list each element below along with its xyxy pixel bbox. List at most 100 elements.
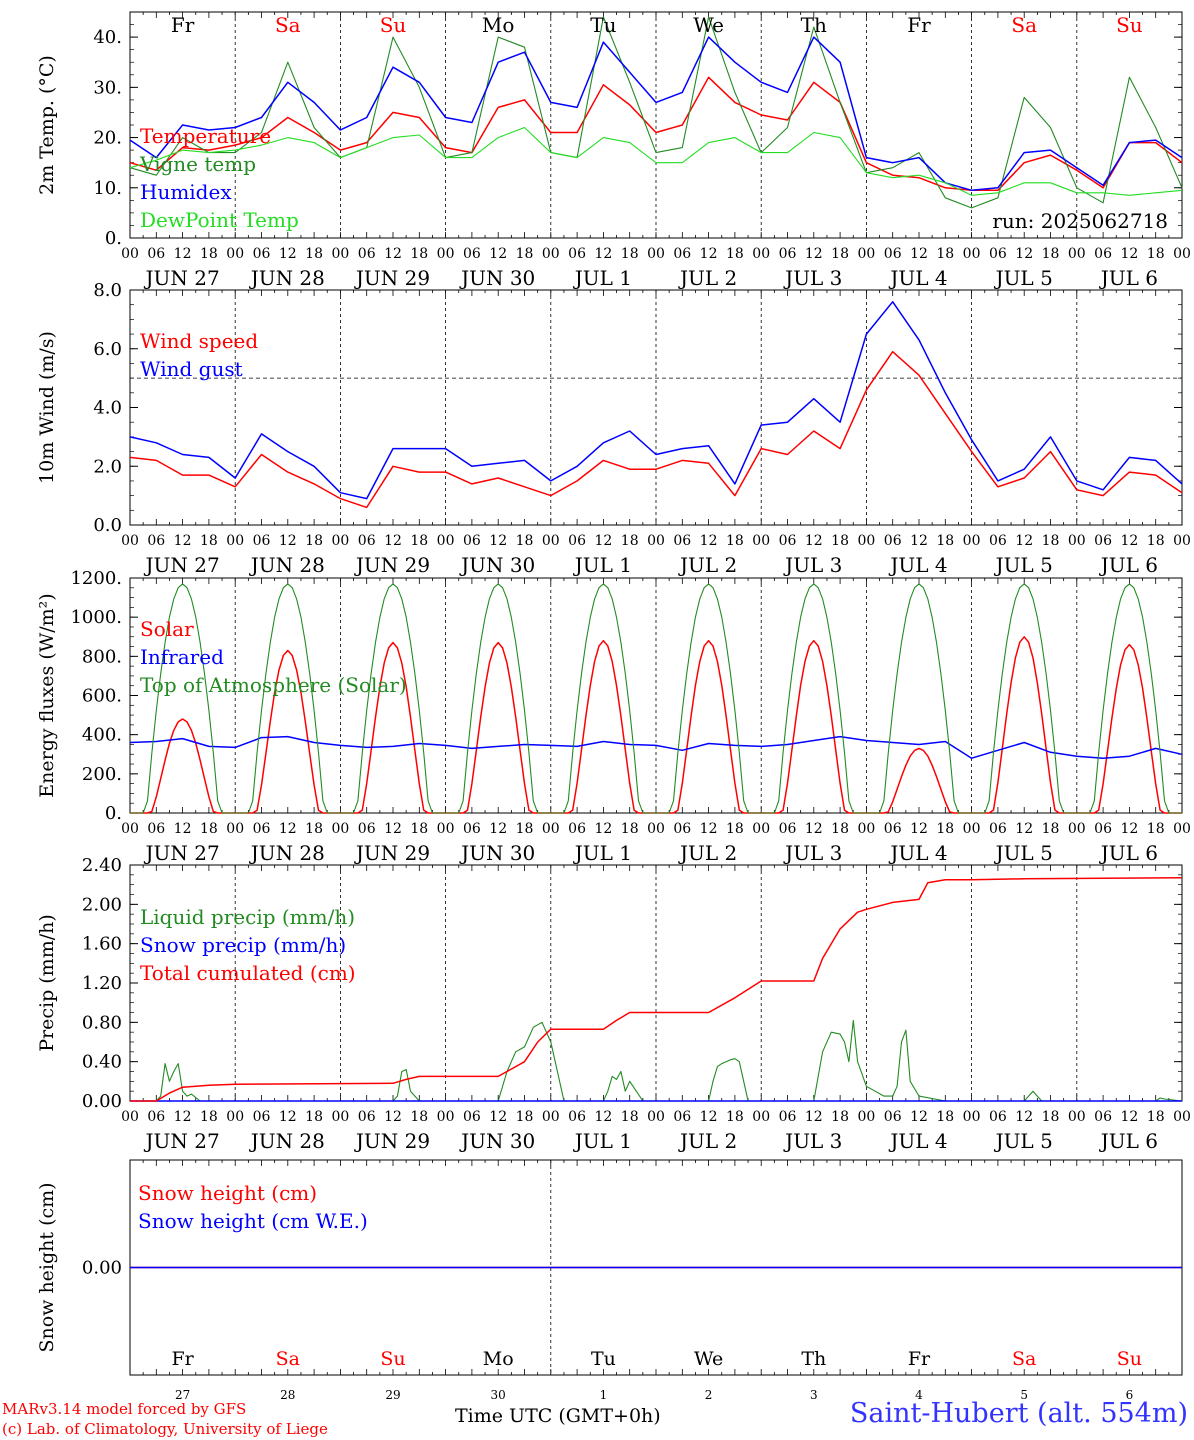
hour-tick-label: 06 <box>673 533 691 549</box>
hour-tick-label: 12 <box>700 533 718 549</box>
hour-tick-label: 00 <box>647 533 665 549</box>
hour-tick-label: 00 <box>963 1109 981 1125</box>
hour-tick-label: 06 <box>989 821 1007 837</box>
legend-entry: Solar <box>140 617 194 641</box>
series-line <box>130 583 1182 814</box>
hour-tick-label: 18 <box>1042 821 1060 837</box>
hour-tick-label: 00 <box>647 246 665 262</box>
hour-tick-label: 18 <box>305 1109 323 1125</box>
panel-5: 0.00 Snow height (cm) Snow height (cm) Snow… <box>36 1159 1183 1400</box>
y-axis-title: Snow height (cm) <box>36 1182 58 1352</box>
hour-tick-label: 00 <box>1173 246 1191 262</box>
day-name: Su <box>1117 1348 1142 1370</box>
legend-entry: Vigne temp <box>139 152 256 176</box>
model-credit-line: MARv3.14 model forced by GFS <box>2 1400 247 1418</box>
hour-tick-label: 00 <box>121 1109 139 1125</box>
day-number: 2 <box>705 1388 713 1400</box>
hour-tick-label: 06 <box>147 1109 165 1125</box>
hour-tick-label: 00 <box>963 533 981 549</box>
hour-tick-label: 18 <box>831 533 849 549</box>
hour-tick-label: 18 <box>410 1109 428 1125</box>
series-line <box>129 735 1183 759</box>
hour-tick-label: 00 <box>437 246 455 262</box>
day-name: Su <box>1116 13 1143 37</box>
date-label: JUL 5 <box>994 1129 1053 1153</box>
series-line <box>129 126 1183 196</box>
day-name: Th <box>801 13 827 37</box>
legend-entry: Top of Atmosphere (Solar) <box>140 673 407 697</box>
day-name: Sa <box>275 13 301 37</box>
hour-tick-label: 00 <box>121 533 139 549</box>
day-name: Tu <box>590 13 616 37</box>
hour-tick-label: 00 <box>542 246 560 262</box>
hour-tick-label: 12 <box>1015 1109 1033 1125</box>
hour-tick-label: 12 <box>174 246 192 262</box>
hour-tick-label: 06 <box>147 533 165 549</box>
hour-tick-label: 00 <box>857 533 875 549</box>
day-name: Tu <box>591 1348 616 1370</box>
panel-2: 0.0 2.0 4.0 6.0 8.0 10m Wind (m/s) Wind speed W… <box>36 280 1191 577</box>
date-label: JUL 2 <box>678 1129 737 1153</box>
date-label: JUL 3 <box>783 553 842 577</box>
y-axis-title: 2m Temp. (°C) <box>36 55 58 195</box>
date-label: JUN 29 <box>354 841 430 865</box>
hour-tick-label: 00 <box>542 1109 560 1125</box>
y-tick-label: 4.0 <box>93 398 122 419</box>
hour-tick-label: 00 <box>1173 1109 1191 1125</box>
date-label: JUN 30 <box>459 841 535 865</box>
date-label: JUL 6 <box>1099 1129 1158 1153</box>
hour-tick-label: 00 <box>226 1109 244 1125</box>
y-tick-label: 1200. <box>70 568 122 589</box>
hour-tick-label: 00 <box>542 533 560 549</box>
hour-tick-label: 06 <box>989 533 1007 549</box>
hour-tick-label: 12 <box>910 821 928 837</box>
hour-tick-label: 00 <box>226 533 244 549</box>
day-name: Sa <box>276 1348 300 1370</box>
day-name: Sa <box>1011 13 1037 37</box>
y-tick-label: 2.00 <box>82 894 122 915</box>
hour-tick-label: 12 <box>279 1109 297 1125</box>
hour-tick-label: 12 <box>1120 1109 1138 1125</box>
hour-tick-label: 06 <box>1094 1109 1112 1125</box>
hour-tick-label: 12 <box>1120 533 1138 549</box>
date-label: JUL 6 <box>1099 266 1158 290</box>
y-tick-label: 2.40 <box>82 855 122 876</box>
hour-tick-label: 06 <box>463 246 481 262</box>
hour-tick-label: 06 <box>884 821 902 837</box>
y-tick-label: 1.60 <box>82 934 122 955</box>
hour-tick-label: 12 <box>910 246 928 262</box>
day-name: Th <box>801 1348 826 1370</box>
hour-tick-label: 00 <box>1068 246 1086 262</box>
hour-tick-label: 06 <box>358 533 376 549</box>
hour-tick-label: 12 <box>700 1109 718 1125</box>
hour-tick-label: 18 <box>726 246 744 262</box>
hour-tick-label: 06 <box>779 533 797 549</box>
hour-tick-label: 18 <box>726 533 744 549</box>
hour-tick-label: 00 <box>857 821 875 837</box>
date-label: JUL 2 <box>678 553 737 577</box>
panel-4: 0.00 0.40 0.80 1.20 1.60 2.00 2.40 Precip (mm/h… <box>36 855 1191 1153</box>
hour-tick-label: 18 <box>516 533 534 549</box>
legend-entry: Wind gust <box>140 357 243 381</box>
hour-tick-label: 00 <box>647 1109 665 1125</box>
hour-tick-label: 00 <box>857 246 875 262</box>
date-label: JUL 6 <box>1099 841 1158 865</box>
y-axis-title: Energy fluxes (W/m²) <box>36 593 58 797</box>
y-tick-label: 800. <box>82 646 122 667</box>
hour-tick-label: 06 <box>147 821 165 837</box>
hour-tick-label: 06 <box>673 821 691 837</box>
hour-tick-label: 06 <box>358 821 376 837</box>
day-name: We <box>693 13 724 37</box>
hour-tick-label: 06 <box>253 246 271 262</box>
hour-tick-label: 18 <box>410 821 428 837</box>
day-name: Fr <box>171 13 195 37</box>
y-tick-label: 400. <box>82 725 122 746</box>
y-axis-title: 10m Wind (m/s) <box>36 331 58 484</box>
hour-tick-label: 12 <box>594 1109 612 1125</box>
legend-entry: Temperature <box>140 124 271 148</box>
date-label: JUN 29 <box>354 553 430 577</box>
hour-tick-label: 18 <box>1147 821 1165 837</box>
hour-tick-label: 06 <box>884 246 902 262</box>
hour-tick-label: 12 <box>384 533 402 549</box>
y-tick-label: 8.0 <box>93 280 122 301</box>
